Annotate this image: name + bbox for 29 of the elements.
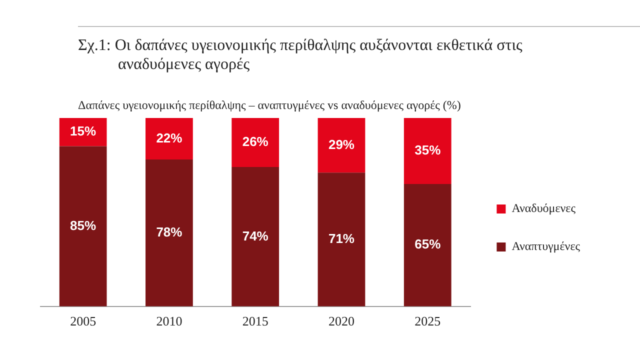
legend-label: Αναδυόμενες bbox=[512, 201, 576, 216]
data-label: 15% bbox=[70, 124, 97, 139]
bar bbox=[404, 118, 452, 184]
chart-title: Σχ.1: Οι δαπάνες υγειονομικής περίθαλψης αυξάνονται εκθετικά στις αναδυόμενες αγορές bbox=[78, 36, 524, 74]
bar bbox=[146, 159, 193, 306]
x-tick-label: 2015 bbox=[242, 314, 268, 329]
bar bbox=[318, 118, 366, 173]
chart-subtitle: Δαπάνες υγειονομικής περίθαλψης – αναπτυγμένες vs αναδυόμενες αγορές (%) bbox=[78, 98, 461, 113]
x-tick-label: 2010 bbox=[156, 314, 182, 329]
x-tick-label: 2005 bbox=[70, 314, 96, 329]
data-label: 26% bbox=[242, 134, 269, 150]
data-label: 74% bbox=[242, 228, 269, 244]
x-tick-label: 2020 bbox=[328, 314, 354, 329]
data-label: 85% bbox=[70, 218, 97, 233]
x-tick-label: 2025 bbox=[414, 314, 441, 329]
data-label: 22% bbox=[156, 130, 183, 146]
bar bbox=[146, 118, 193, 160]
bar bbox=[232, 166, 280, 306]
data-label: 78% bbox=[156, 224, 183, 240]
bar bbox=[404, 184, 452, 306]
data-label: 29% bbox=[328, 136, 355, 152]
data-label: 65% bbox=[414, 236, 442, 252]
data-label: 71% bbox=[328, 231, 355, 246]
bar bbox=[59, 118, 107, 146]
bar bbox=[318, 172, 366, 306]
legend-label: Αναπτυγμένες bbox=[512, 239, 580, 254]
bar bbox=[232, 118, 280, 167]
data-label: 35% bbox=[414, 142, 442, 158]
bar bbox=[59, 146, 107, 306]
